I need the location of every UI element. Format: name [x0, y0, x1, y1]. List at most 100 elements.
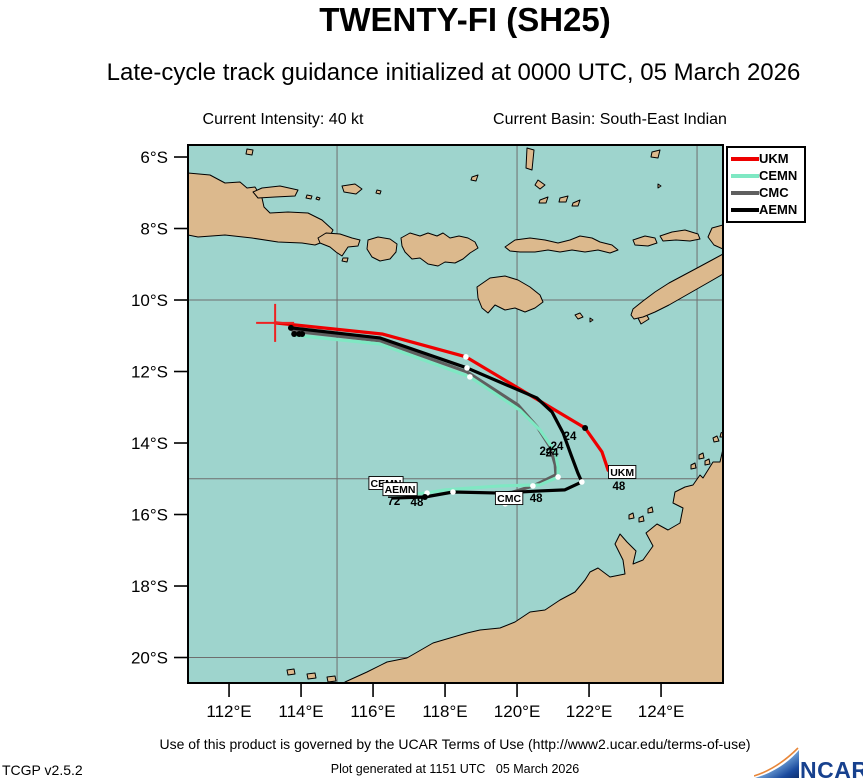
hour-label: 72	[388, 496, 401, 508]
land-polygon	[589, 317, 594, 323]
land-layer	[188, 147, 723, 683]
forecast-hour-marker	[555, 474, 561, 480]
forecast-hour-marker	[530, 483, 536, 489]
land-polygon	[712, 435, 720, 443]
model-label-text: CMC	[497, 493, 521, 505]
ncar-logo: NCAR	[754, 747, 863, 780]
land-polygon	[375, 189, 382, 195]
lat-tick-label: 16°S	[131, 505, 168, 524]
start-marker	[287, 324, 294, 331]
lat-tick-label: 6°S	[140, 148, 168, 167]
land-polygon	[538, 196, 549, 204]
lat-tick-label: 10°S	[131, 291, 168, 310]
land-polygon	[317, 232, 361, 257]
land-polygon	[707, 224, 723, 250]
land-polygon	[366, 236, 398, 262]
land-polygon	[650, 149, 661, 159]
ncar-swoosh	[755, 750, 799, 778]
land-polygon	[188, 172, 334, 246]
hour-label: 24	[539, 446, 552, 458]
land-polygon	[574, 312, 584, 320]
land-polygon	[344, 448, 723, 683]
land-polygon	[704, 458, 711, 466]
land-polygon	[632, 235, 658, 247]
land-polygon	[647, 506, 654, 514]
lon-tick-label: 116°E	[350, 702, 395, 721]
hour-label: 24	[546, 448, 559, 460]
legend-label: AEMN	[759, 202, 798, 217]
land-polygon	[698, 452, 705, 460]
land-polygon	[341, 257, 349, 263]
hour-label: 48	[411, 497, 424, 509]
land-polygon	[659, 229, 701, 242]
lat-tick-label: 12°S	[131, 362, 168, 381]
forecast-hour-marker	[463, 354, 469, 360]
forecast-hour-marker	[450, 489, 456, 495]
start-marker	[291, 330, 298, 337]
model-label-box	[494, 491, 524, 506]
track-cemn	[291, 333, 560, 497]
model-label-box	[382, 482, 418, 497]
page-title: TWENTY-FI (SH25)	[319, 1, 611, 38]
model-label-text: AEMN	[385, 484, 416, 496]
model-label-box	[608, 465, 637, 479]
land-polygon	[504, 235, 619, 254]
land-polygon	[341, 183, 363, 195]
lon-tick-label: 112°E	[206, 702, 251, 721]
forecast-hour-marker	[464, 365, 470, 371]
map-border	[187, 144, 724, 684]
current-basin-text: Current Basin: South-East Indian	[493, 111, 727, 128]
hour-label: 48	[530, 493, 543, 505]
forecast-hour-marker	[467, 374, 473, 380]
lon-tick-label: 118°E	[422, 702, 467, 721]
track-map: 6°S 8°S 10°S 12°S 14°S 16°S 18°S 20°S 112°E 114°E…	[131, 144, 724, 721]
land-polygon	[252, 185, 299, 199]
ncar-logo-text: NCAR	[800, 757, 863, 780]
lat-tick-label: 14°S	[131, 434, 168, 453]
land-polygon	[657, 183, 662, 189]
land-polygon	[305, 194, 313, 200]
land-polygon	[315, 196, 321, 201]
lon-tick-label: 124°E	[638, 702, 685, 721]
model-legend: UKM CEMN CMC AEMN	[726, 146, 806, 223]
land-polygon	[558, 195, 569, 203]
legend-label: CEMN	[759, 168, 798, 183]
lon-tick-label: 122°E	[566, 702, 613, 721]
lon-tick-label: 120°E	[494, 702, 541, 721]
ucar-terms-text: Use of this product is governed by the U…	[159, 736, 751, 752]
start-marker	[299, 330, 306, 337]
lat-tick-label: 8°S	[140, 219, 168, 238]
track-aemn	[289, 326, 584, 500]
current-intensity-text: Current Intensity: 40 kt	[202, 111, 364, 128]
land-polygon	[326, 675, 337, 683]
land-polygon	[690, 462, 697, 470]
land-polygon	[400, 232, 479, 267]
land-polygon	[470, 174, 479, 182]
plot-generated-text: Plot generated at 1151 UTC 05 March 2026	[330, 762, 580, 776]
land-polygon	[534, 179, 546, 190]
forecast-hour-marker	[582, 424, 589, 431]
legend-item-aemn: AEMN	[731, 201, 801, 218]
forecast-hour-marker	[579, 479, 585, 485]
land-polygon	[286, 668, 296, 676]
hour-label: 48	[613, 481, 626, 493]
forecast-hour-marker	[421, 493, 428, 500]
track-cmc	[291, 329, 558, 500]
ncar-swoosh-arc	[754, 747, 799, 777]
aemn-line-swatch	[731, 207, 759, 212]
cemn-line-swatch	[731, 173, 759, 178]
land-polygon	[245, 148, 254, 156]
land-polygon	[638, 515, 645, 523]
hour-label: 24	[551, 441, 564, 453]
land-polygon	[628, 512, 635, 520]
lat-tick-label: 18°S	[131, 577, 168, 596]
land-polygon	[306, 672, 317, 680]
tcgp-version-text: TCGP v2.5.2	[2, 762, 83, 778]
lat-tick-label: 20°S	[131, 648, 168, 667]
legend-label: UKM	[759, 151, 789, 166]
land-polygon	[571, 199, 581, 207]
legend-item-cmc: CMC	[731, 184, 801, 201]
land-polygon	[476, 275, 544, 314]
model-label-text: UKM	[610, 467, 634, 479]
